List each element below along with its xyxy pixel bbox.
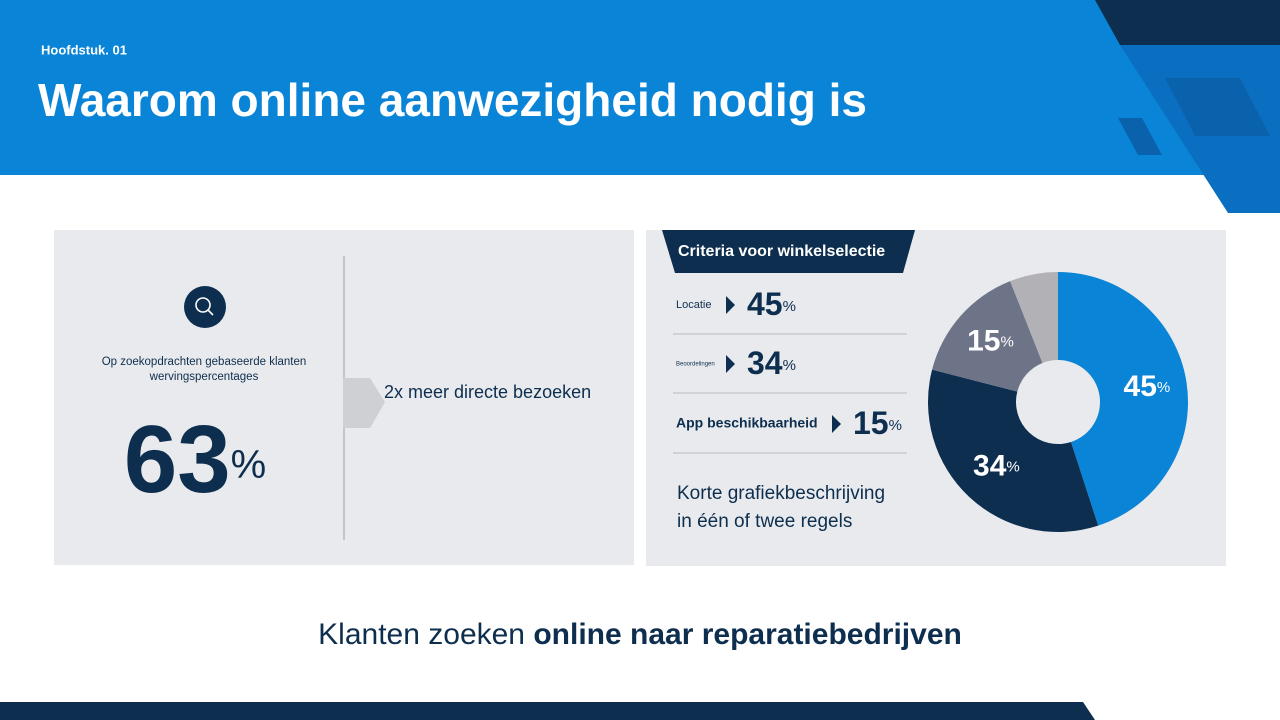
footer-text: Klanten zoeken: [318, 618, 525, 651]
description: wervingspercentages: [149, 371, 259, 383]
pointer: [832, 415, 841, 433]
criteria-label: Beoordelingen: [676, 362, 715, 368]
footer: Klanten zoeken online naar reparatiebedr…: [318, 618, 962, 651]
search-icon: [184, 286, 226, 328]
slice-value: 15: [967, 324, 1000, 357]
footer-bar: [0, 702, 1095, 720]
criteria-value: 45: [747, 286, 783, 322]
header-band: [0, 0, 1280, 175]
caption: in één of twee regels: [677, 511, 852, 532]
criteria-label: App beschikbaarheid: [676, 415, 818, 431]
criteria-label: Locatie: [676, 299, 711, 311]
slice-label: 45%: [1124, 370, 1171, 403]
criteria-unit: %: [889, 417, 902, 434]
criteria-stat: 15%: [853, 405, 902, 441]
donut-slice: [932, 281, 1043, 392]
criteria-unit: %: [783, 357, 796, 374]
caption: Korte grafiekbeschrijving: [677, 483, 885, 504]
description: Op zoekopdrachten gebaseerde klanten: [102, 356, 307, 368]
pointer: [726, 355, 735, 373]
footer-bold: online naar reparatiebedrijven: [533, 618, 961, 651]
criteria-unit: %: [783, 298, 796, 315]
pointer: [726, 296, 735, 314]
note: 2x meer directe bezoeken: [384, 382, 591, 402]
slice-unit: %: [1157, 379, 1170, 396]
search-icon: [207, 309, 214, 316]
stat-value: 63: [124, 406, 231, 513]
chapter: Hoofdstuk. 01: [41, 42, 127, 57]
search-icon: [195, 297, 211, 313]
stat-unit: %: [231, 443, 267, 487]
donut-slice: [927, 369, 1099, 532]
arrow: [343, 378, 385, 428]
big-stat: 63%: [124, 406, 266, 513]
decor: [1118, 118, 1162, 155]
donut-slice: [1010, 272, 1058, 363]
criteria-value: 15: [853, 405, 889, 441]
panel-title: Criteria voor winkelselectie: [678, 243, 885, 260]
criteria-value: 34: [747, 345, 783, 381]
slice-value: 45: [1124, 370, 1157, 403]
slice-label: 34%: [973, 450, 1020, 483]
criteria-list: Locatie 45% Beoordelingen 34% App beschikbaa…: [673, 286, 907, 454]
criteria-stat: 45%: [747, 286, 796, 322]
slice-label: 15%: [967, 324, 1014, 357]
slice-value: 34: [973, 450, 1007, 483]
panel-banner: [662, 230, 915, 273]
decor: [1095, 0, 1280, 45]
criteria-stat: 34%: [747, 345, 796, 381]
donut-chart: 45%34%15%: [927, 272, 1188, 532]
title: Waarom online aanwezigheid nodig is: [38, 74, 867, 126]
decor: [1165, 78, 1270, 136]
donut-slice: [1058, 272, 1188, 526]
slice-unit: %: [1006, 459, 1019, 476]
slice-unit: %: [1001, 333, 1014, 350]
